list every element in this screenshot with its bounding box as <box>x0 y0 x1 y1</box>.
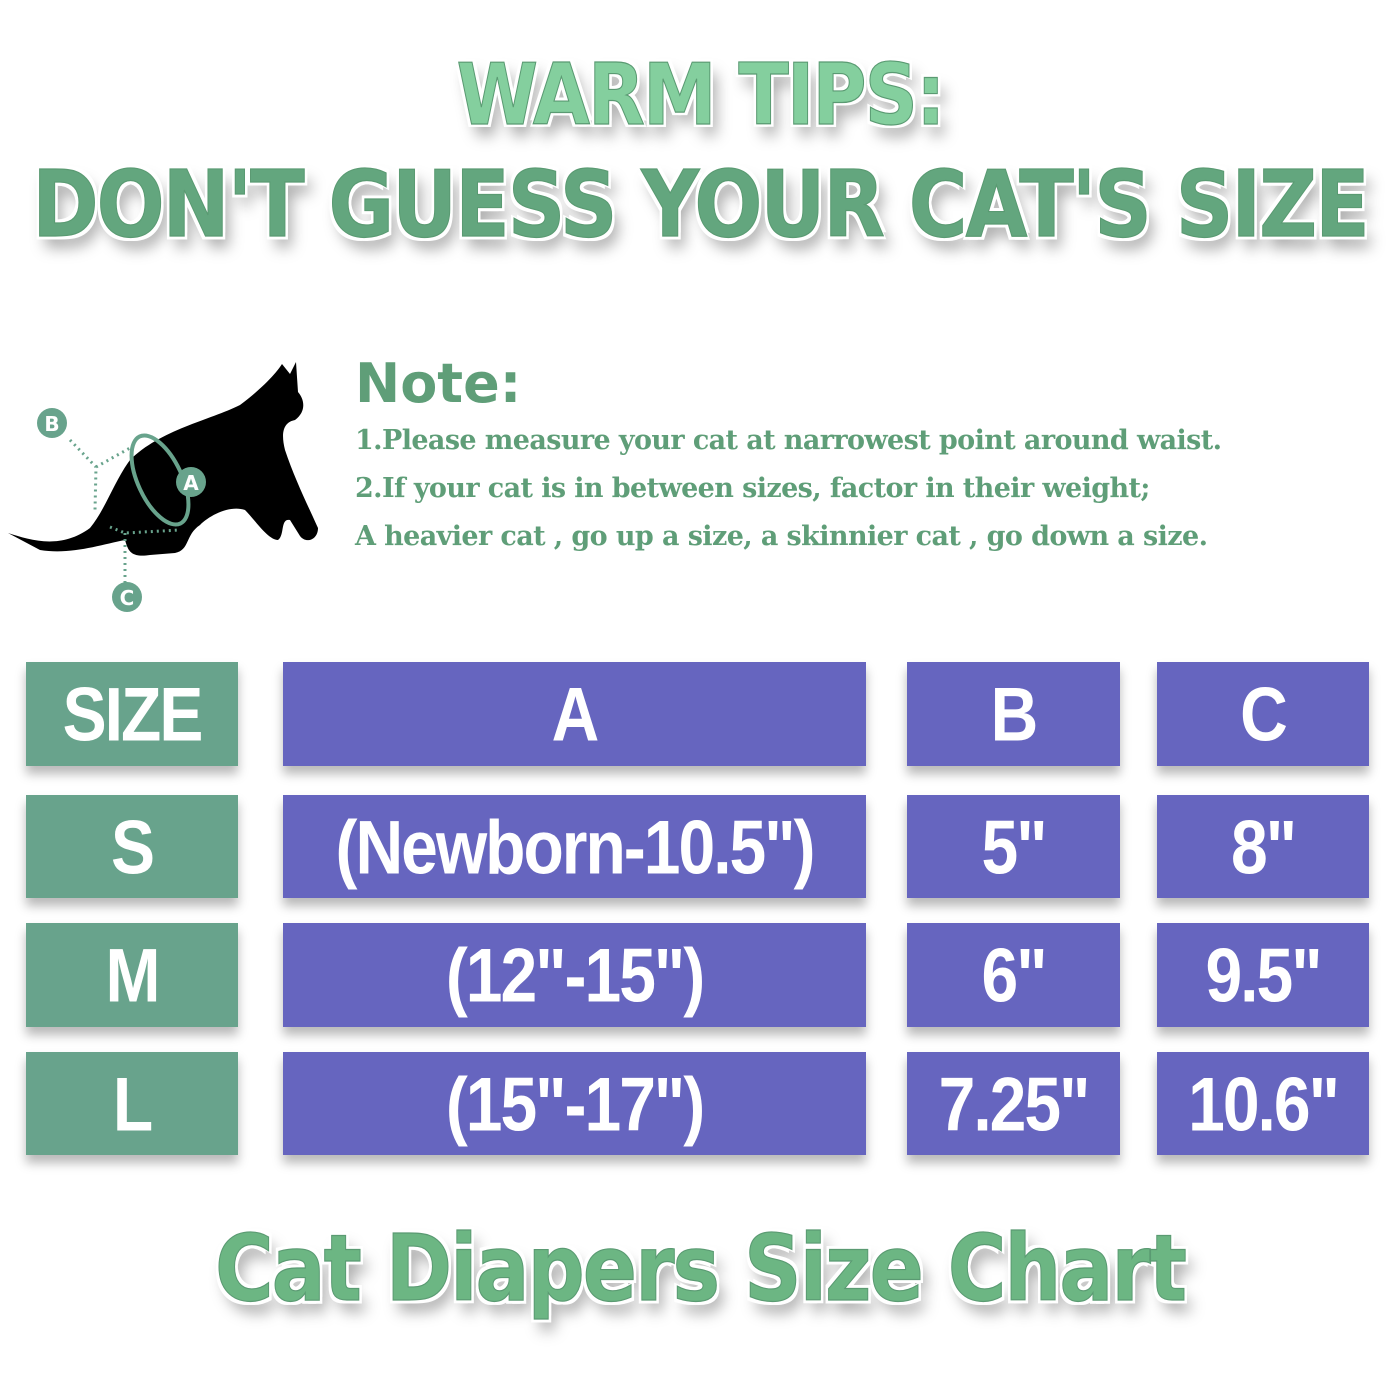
note-line-2: 2.If your cat is in between sizes, facto… <box>355 473 1150 504</box>
l-b-value: 7.25" <box>907 1052 1120 1155</box>
warm-tips-heading: WARM TIPS: <box>456 45 946 145</box>
size-s: S <box>26 795 238 898</box>
measure-line-c <box>109 525 181 585</box>
dont-guess-heading: DON'T GUESS YOUR CAT'S SIZE <box>32 150 1371 258</box>
s-a-value: (Newborn-10.5") <box>283 795 866 898</box>
header-size: SIZE <box>26 662 238 766</box>
size-chart-title: Cat Diapers Size Chart <box>214 1214 1187 1322</box>
size-l: L <box>26 1052 238 1155</box>
header-b: B <box>907 662 1120 766</box>
label-a-icon: A <box>176 467 206 497</box>
size-m: M <box>26 923 238 1027</box>
header-a: A <box>283 662 866 766</box>
waist-ring <box>129 433 191 527</box>
s-c-value: 8" <box>1157 795 1369 898</box>
l-c-value: 10.6" <box>1157 1052 1369 1155</box>
label-c-icon: C <box>112 582 142 612</box>
m-a-value: (12"-15") <box>283 923 866 1027</box>
svg-text:B: B <box>44 412 59 436</box>
svg-text:C: C <box>120 586 135 610</box>
measure-line-b <box>68 438 131 511</box>
header-c: C <box>1157 662 1369 766</box>
cat-measurement-diagram: B A C <box>8 362 318 612</box>
m-b-value: 6" <box>907 923 1120 1027</box>
svg-text:A: A <box>183 471 199 495</box>
m-c-value: 9.5" <box>1157 923 1369 1027</box>
s-b-value: 5" <box>907 795 1120 898</box>
note-title: Note: <box>355 352 522 415</box>
note-line-1: 1.Please measure your cat at narrowest p… <box>355 425 1222 456</box>
note-line-3: A heavier cat , go up a size, a skinnier… <box>355 521 1208 552</box>
label-b-icon: B <box>37 408 67 438</box>
cat-silhouette <box>8 362 318 556</box>
l-a-value: (15"-17") <box>283 1052 866 1155</box>
